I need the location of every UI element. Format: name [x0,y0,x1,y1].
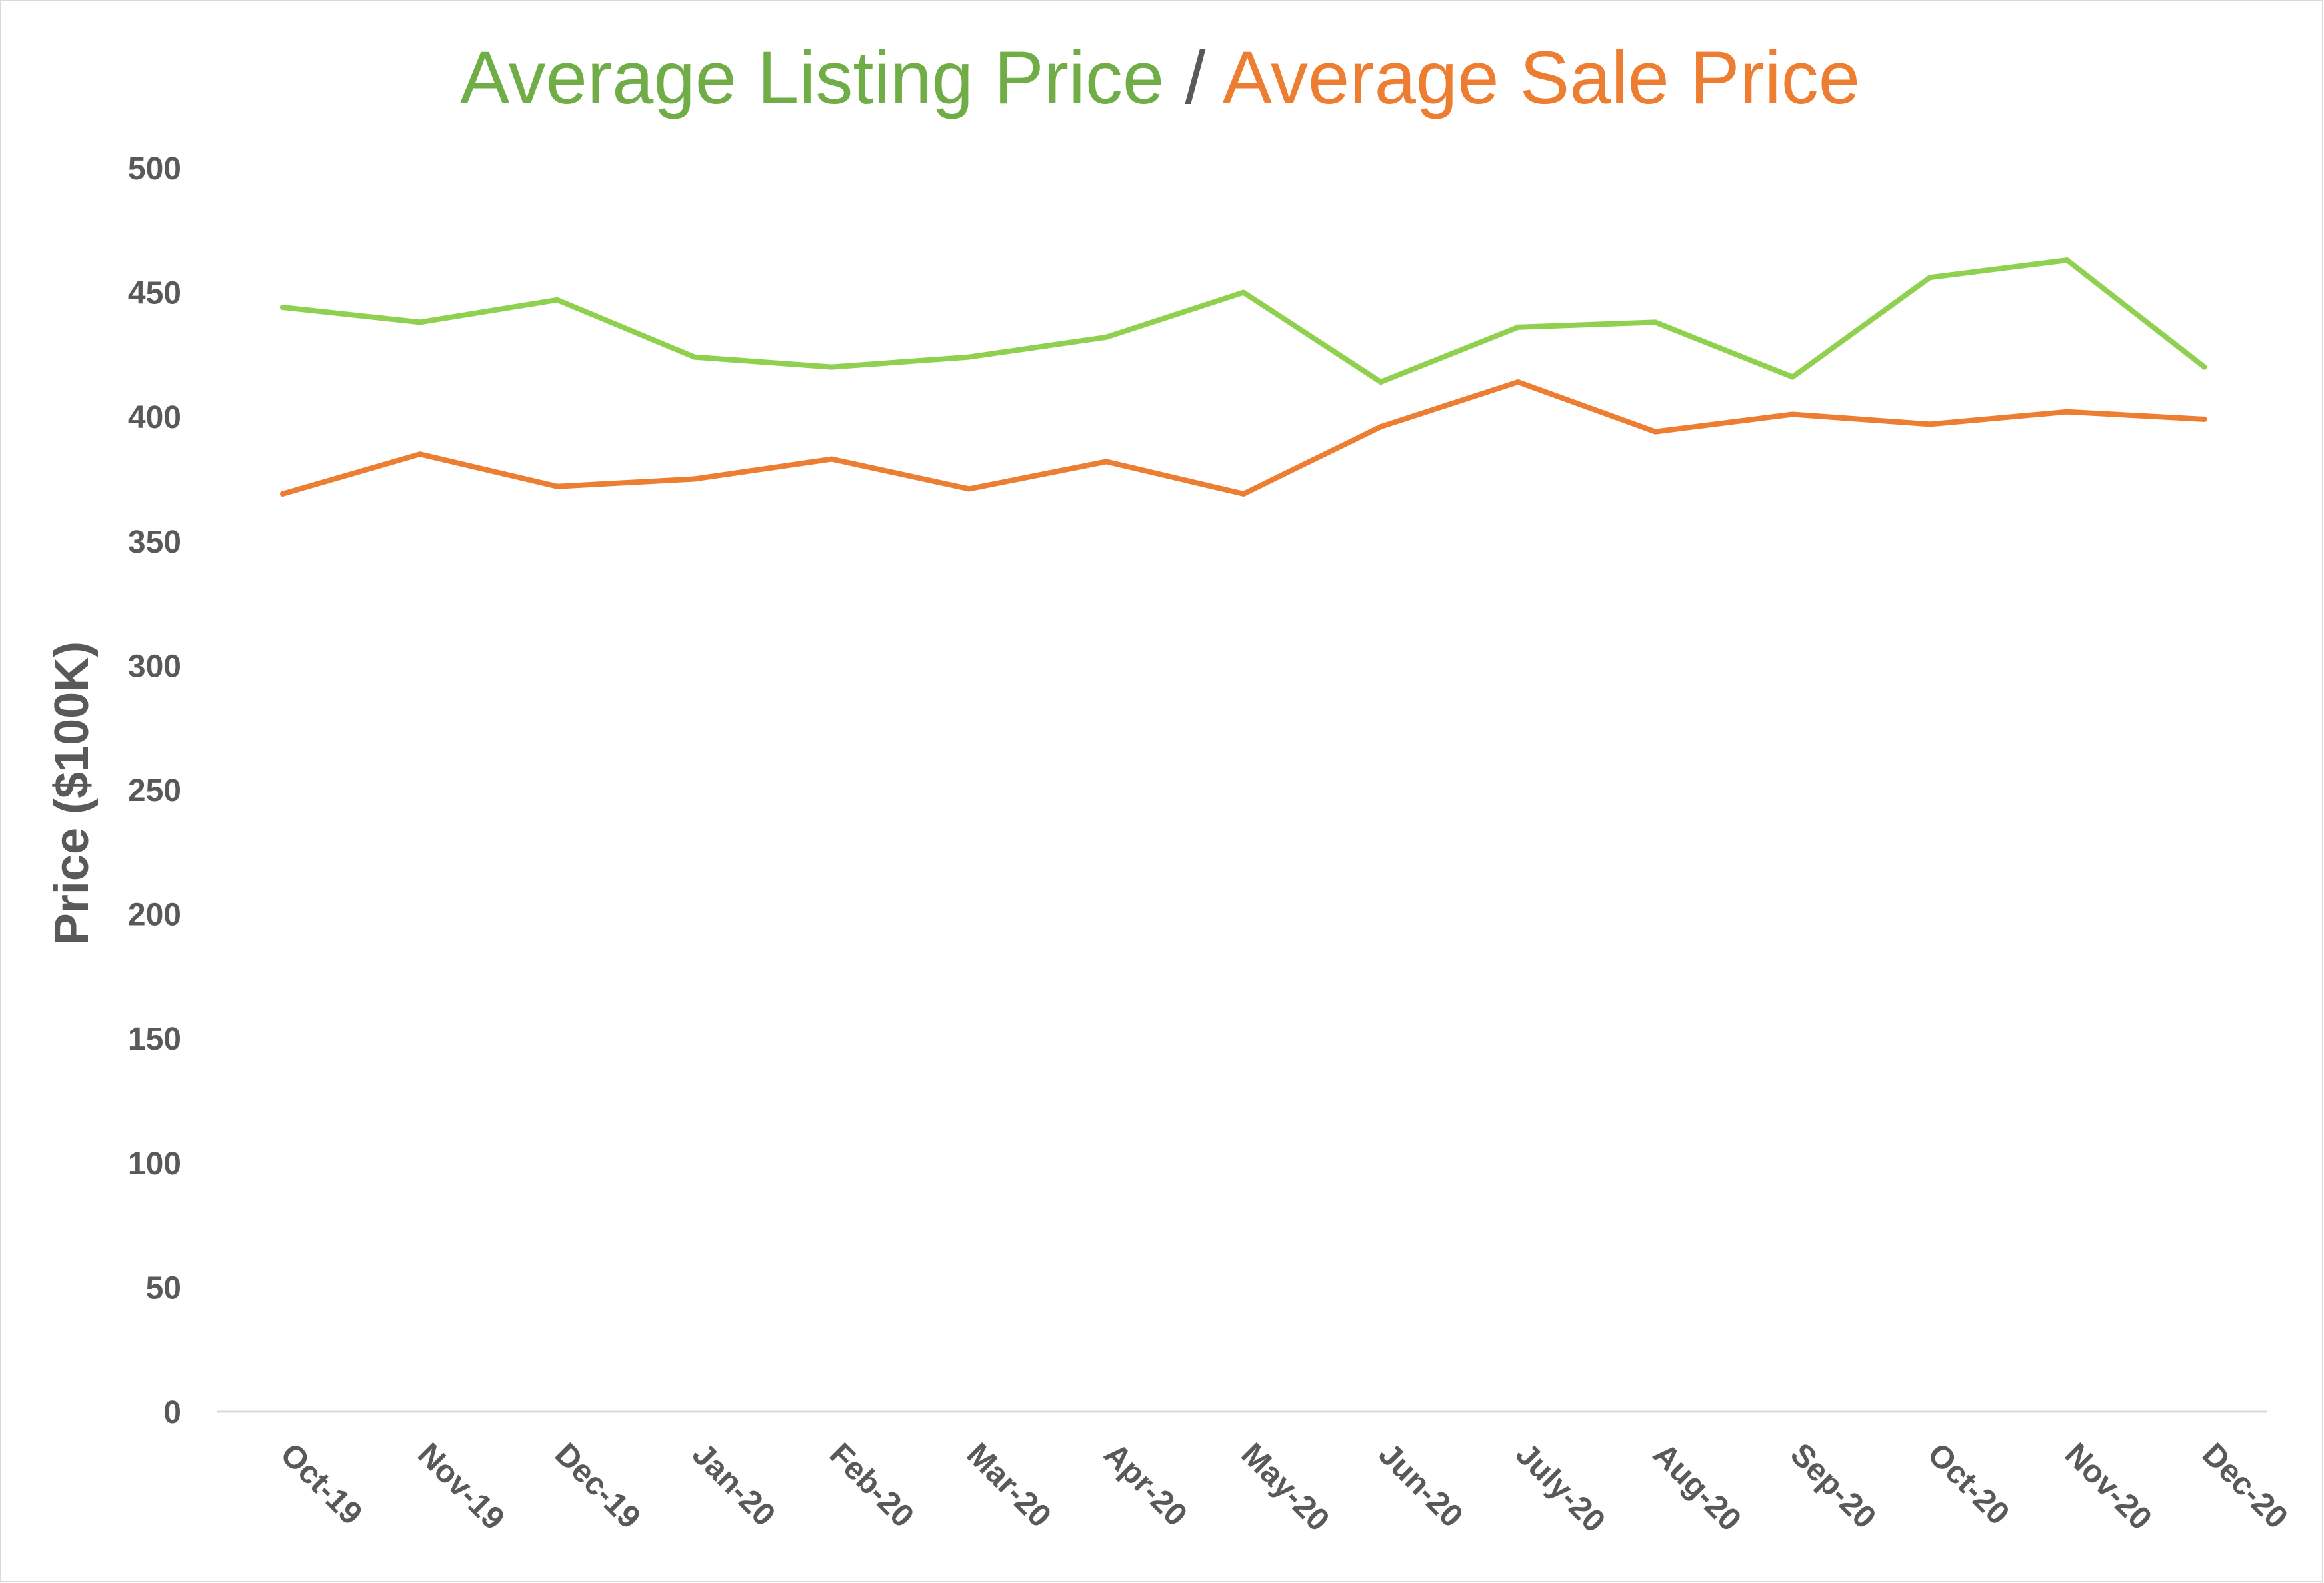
y-tick-label: 50 [146,1270,181,1306]
listing-price-point [1378,379,1384,385]
y-tick-label: 450 [128,276,181,311]
x-tick-label: Mar-20 [960,1436,1058,1534]
sale-price-point [1789,411,1795,417]
sale-price-point [1103,459,1109,465]
y-tick-label: 300 [128,649,181,684]
x-tick-label: Sep-20 [1783,1436,1883,1536]
chart-title: Average Listing Price / Average Sale Pri… [460,36,1860,119]
x-tick-label: Jan-20 [685,1436,782,1533]
x-tick-label: May-20 [1235,1436,1337,1538]
listing-price-point [280,305,285,310]
y-tick-label: 200 [128,898,181,933]
y-tick-label: 150 [128,1022,181,1057]
listing-price-point [966,354,972,360]
y-axis-title: Price ($100K) [45,641,99,945]
sale-price-point [691,476,697,482]
x-tick-label: Apr-20 [1097,1436,1194,1533]
x-tick-label: July-20 [1509,1436,1611,1539]
title-part-sale: Average Sale Price [1222,36,1860,119]
listing-price-point [1789,374,1795,380]
x-tick-label: Feb-20 [823,1436,921,1534]
listing-price-point [1241,289,1247,295]
y-tick-label: 0 [163,1395,181,1430]
y-axis-ticks: 0 50 100 150 200 250 300 350 400 450 500 [128,151,181,1430]
listing-price-point [691,354,697,360]
sale-price-point [554,483,560,489]
sale-price-point [417,451,423,457]
x-tick-label: Nov-20 [2058,1436,2159,1537]
title-part-listing: Average Listing Price [460,36,1164,119]
listing-price-point [554,297,560,303]
x-tick-label: Oct-19 [273,1436,369,1532]
sale-price-point [1653,429,1658,435]
series-line-listing-price [280,257,2207,385]
x-tick-label: Dec-19 [548,1436,647,1536]
sale-price-point [1927,421,1933,427]
y-tick-label: 250 [128,773,181,808]
listing-price-point [1653,319,1658,325]
listing-price-point [829,364,835,370]
title-part-separator: / [1164,36,1222,119]
listing-price-point [1927,275,1933,281]
y-tick-label: 350 [128,525,181,560]
sale-price-point [2064,409,2070,415]
sale-price-point [1241,491,1247,497]
x-tick-label: Dec-20 [2195,1436,2295,1536]
x-tick-label: Aug-20 [1646,1436,1748,1538]
sale-price-point [2201,416,2207,422]
y-tick-label: 100 [128,1146,181,1182]
sale-price-point [280,491,285,497]
listing-price-point [1103,334,1109,340]
sale-price-point [1378,424,1384,430]
series-line-sale-price [280,379,2207,497]
y-tick-label: 500 [128,151,181,187]
sale-price-point [1515,379,1521,385]
y-tick-label: 400 [128,400,181,435]
listing-price-point [417,319,423,325]
listing-price-point [2201,364,2207,370]
x-tick-label: Oct-20 [1921,1436,2016,1532]
listing-price-point [1515,324,1521,330]
sale-price-point [966,486,972,492]
x-axis-ticks: Oct-19 Nov-19 Dec-19 Jan-20 Feb-20 Mar-20 Apr-… [273,1436,2294,1539]
sale-price-point [829,456,835,462]
x-tick-label: Nov-19 [411,1436,511,1537]
series-layer [280,257,2207,497]
x-tick-label: Jun-20 [1371,1436,1469,1534]
listing-price-point [2064,257,2070,263]
